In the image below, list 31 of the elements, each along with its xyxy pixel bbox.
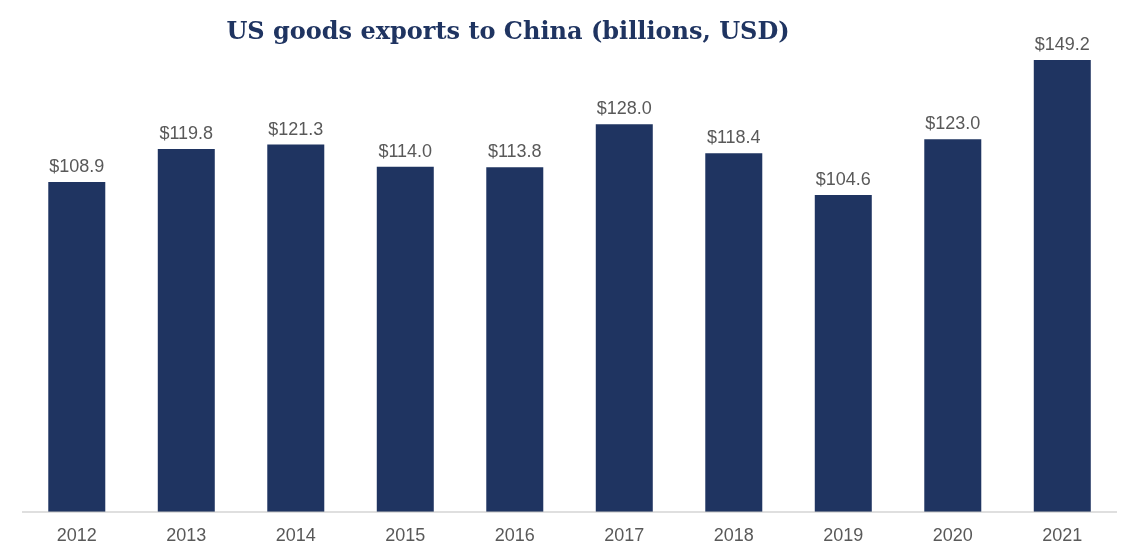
x-tick-label: 2016 (494, 524, 535, 545)
data-label: $104.6 (815, 169, 871, 190)
data-label: $149.2 (1034, 34, 1090, 54)
data-label: $119.8 (159, 123, 214, 144)
bar (595, 124, 653, 512)
bar (1033, 60, 1091, 512)
x-tick-label: 2012 (56, 524, 97, 545)
bar (486, 167, 544, 512)
x-tick-label: 2013 (166, 524, 207, 545)
chart-title: US goods exports to China (billions, USD) (225, 16, 791, 46)
data-label: $114.0 (378, 140, 433, 161)
data-label: $118.4 (706, 127, 761, 148)
x-tick-label: 2018 (713, 524, 754, 545)
data-label: $121.3 (268, 118, 324, 139)
data-label: $128.0 (596, 98, 652, 119)
bar (157, 149, 215, 512)
bar (814, 195, 872, 512)
bar (48, 182, 106, 512)
bar (705, 153, 763, 512)
data-label: $108.9 (49, 156, 105, 177)
bar (924, 139, 982, 512)
data-label: $123.0 (925, 113, 981, 134)
bar (376, 166, 434, 512)
x-tick-label: 2017 (604, 524, 645, 545)
x-tick-label: 2019 (823, 524, 864, 545)
data-label: $113.8 (487, 141, 542, 162)
x-tick-label: 2015 (385, 524, 426, 545)
x-tick-label: 2021 (1042, 524, 1083, 545)
x-tick-label: 2020 (932, 524, 973, 545)
x-tick-label: 2014 (275, 524, 316, 545)
bar (267, 144, 325, 512)
